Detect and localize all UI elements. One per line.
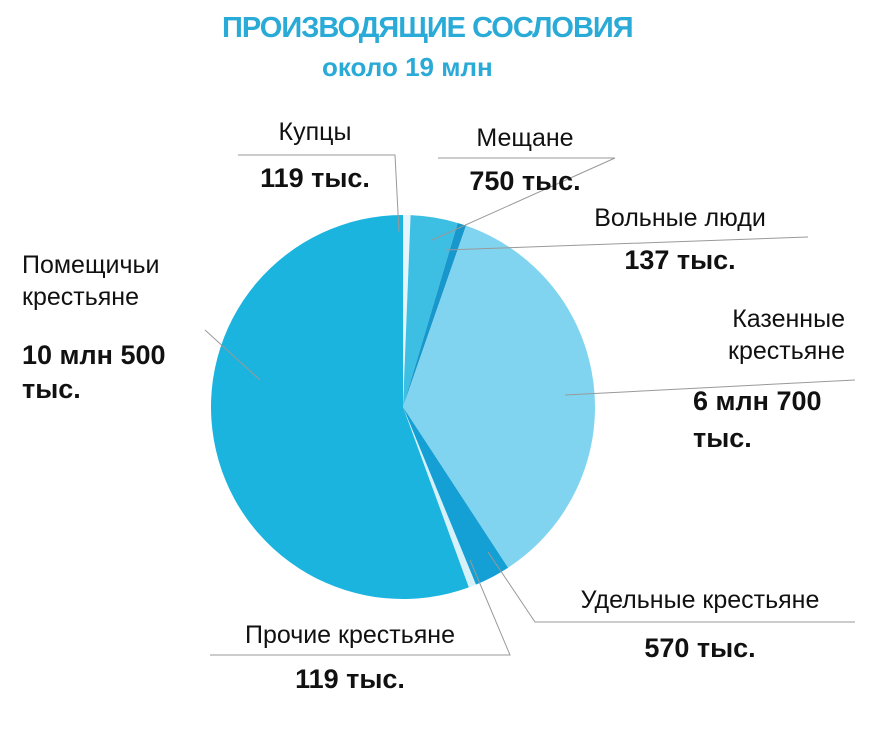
leader-line <box>238 154 400 233</box>
slice-label: Казенные крестьяне <box>728 305 845 365</box>
slice-label: Вольные люди <box>594 204 766 232</box>
leader-line <box>487 551 855 623</box>
chart-subtitle: около 19 млн <box>322 52 493 82</box>
leader-line <box>204 329 261 381</box>
leader-line <box>210 559 511 656</box>
value-label: 119 тыс. <box>260 163 370 193</box>
leader-line <box>431 157 616 241</box>
value-label: 137 тыс. <box>624 245 736 275</box>
value-label: 570 тыс. <box>644 633 756 663</box>
leader-line <box>564 379 856 396</box>
pie-slice <box>403 215 411 407</box>
chart-title: ПРОИЗВОДЯЩИЕ СОСЛОВИЯ <box>222 12 634 44</box>
slice-label: Прочие крестьяне <box>244 621 456 649</box>
value-label: 750 тыс. <box>469 166 581 196</box>
value-label: 6 млн 700 тыс. <box>693 386 822 453</box>
slice-label: Помещичьи крестьяне <box>22 251 160 311</box>
slice-label: Мещане <box>476 124 574 152</box>
pie-slice <box>403 215 458 407</box>
leader-line <box>444 236 809 251</box>
pie-slice <box>403 407 476 588</box>
pie-slice <box>403 222 467 407</box>
pie-slice <box>210 215 469 600</box>
pie-slice <box>403 407 509 585</box>
slice-label: Удельные крестьяне <box>580 586 820 614</box>
slice-label: Купцы <box>278 118 352 146</box>
pie-slice <box>403 225 595 568</box>
value-label: 119 тыс. <box>295 664 405 694</box>
value-label: 10 млн 500 тыс. <box>22 340 166 404</box>
